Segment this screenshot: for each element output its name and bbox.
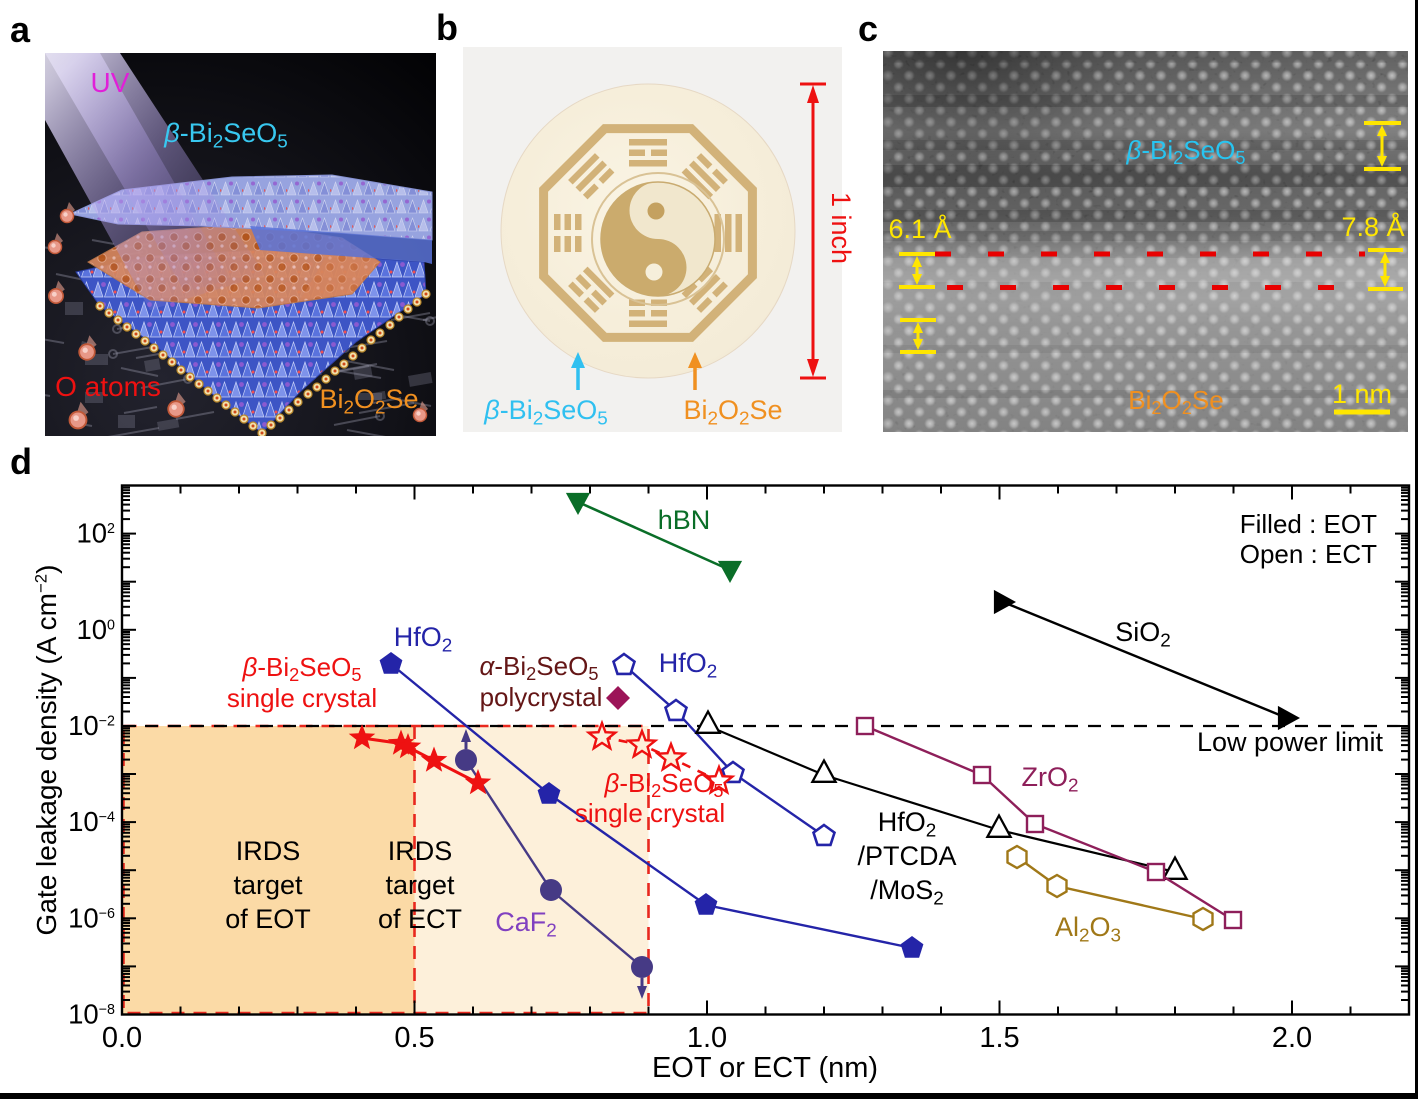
- svg-text:β-Bi2SeO5: β-Bi2SeO5: [1126, 135, 1246, 168]
- svg-text:β-Bi2SeO5: β-Bi2SeO5: [163, 118, 288, 152]
- svg-text:0.5: 0.5: [394, 1022, 434, 1054]
- svg-text:UV: UV: [91, 67, 130, 98]
- svg-text:single crystal: single crystal: [227, 683, 377, 713]
- svg-text:Bi2O2Se: Bi2O2Se: [1128, 385, 1223, 418]
- svg-text:hBN: hBN: [658, 505, 711, 535]
- svg-text:0.0: 0.0: [102, 1022, 142, 1054]
- svg-text:β-Bi2SeO5: β-Bi2SeO5: [483, 395, 608, 429]
- svg-text:Low power limit: Low power limit: [1197, 727, 1384, 757]
- svg-text:single crystal: single crystal: [575, 798, 725, 828]
- svg-text:Open : ECT: Open : ECT: [1240, 539, 1377, 569]
- svg-text:β-Bi2SeO5: β-Bi2SeO5: [242, 652, 362, 685]
- svg-text:/PTCDA: /PTCDA: [857, 841, 956, 871]
- svg-text:β-Bi2SeO5: β-Bi2SeO5: [604, 768, 724, 801]
- svg-text:IRDS: IRDS: [388, 836, 453, 866]
- svg-text:Bi2O2Se: Bi2O2Se: [683, 395, 782, 429]
- svg-text:O atoms: O atoms: [55, 371, 161, 402]
- svg-text:polycrystal: polycrystal: [480, 682, 603, 712]
- svg-text:target: target: [385, 870, 455, 900]
- svg-text:1 inch: 1 inch: [826, 192, 856, 264]
- svg-text:7.8 Å: 7.8 Å: [1341, 211, 1404, 242]
- svg-text:2.0: 2.0: [1272, 1022, 1312, 1054]
- svg-text:Filled : EOT: Filled : EOT: [1240, 509, 1377, 539]
- svg-text:IRDS: IRDS: [236, 836, 301, 866]
- svg-text:1 nm: 1 nm: [1332, 379, 1392, 409]
- svg-text:/MoS2: /MoS2: [870, 875, 944, 909]
- svg-text:Gate leakage density (A cm−2): Gate leakage density (A cm−2): [31, 565, 62, 936]
- svg-text:α-Bi2SeO5: α-Bi2SeO5: [480, 651, 599, 684]
- svg-text:1.0: 1.0: [687, 1022, 727, 1054]
- svg-text:b: b: [436, 7, 458, 48]
- svg-text:of EOT: of EOT: [225, 904, 311, 934]
- svg-text:Bi2O2Se: Bi2O2Se: [319, 384, 418, 418]
- svg-text:a: a: [10, 9, 31, 50]
- svg-text:of ECT: of ECT: [378, 904, 462, 934]
- svg-text:c: c: [858, 8, 878, 49]
- svg-text:1.5: 1.5: [979, 1022, 1019, 1054]
- svg-text:d: d: [10, 441, 32, 482]
- svg-text:target: target: [233, 870, 303, 900]
- svg-text:EOT or ECT (nm): EOT or ECT (nm): [652, 1052, 878, 1084]
- svg-text:6.1 Å: 6.1 Å: [888, 213, 951, 244]
